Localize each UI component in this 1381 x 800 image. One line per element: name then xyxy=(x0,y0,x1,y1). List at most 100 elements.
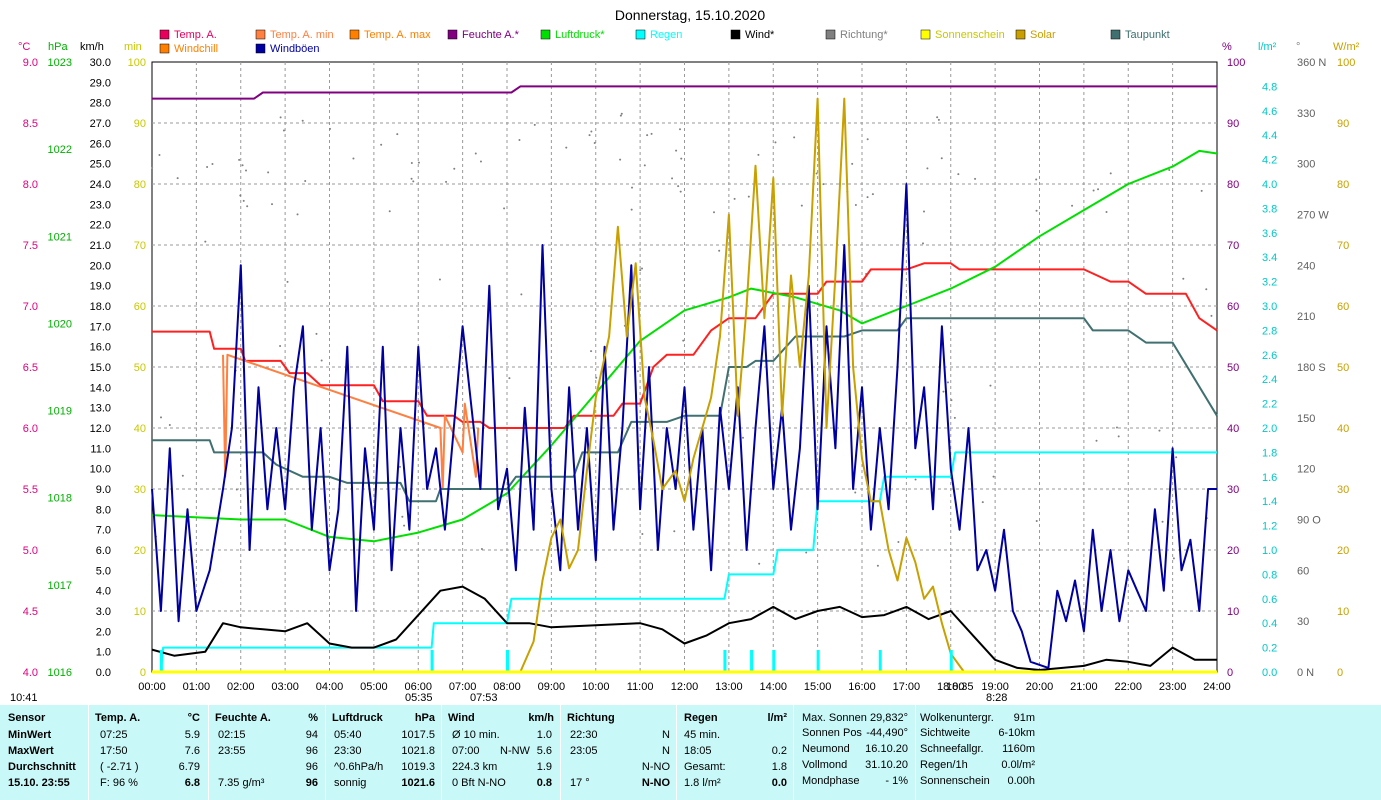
direction-point xyxy=(981,501,984,504)
direction-point xyxy=(774,141,777,144)
series-temp-a- xyxy=(152,262,1218,429)
direction-point xyxy=(151,166,154,169)
direction-point xyxy=(673,530,676,533)
tick-x: 24:00 xyxy=(1203,681,1231,693)
tick-x: 21:00 xyxy=(1070,681,1098,693)
rain-value: 1.8 xyxy=(771,761,787,773)
tick-x: 16:00 xyxy=(848,681,876,693)
series-taupunkt xyxy=(152,317,1218,503)
tick-x: 04:00 xyxy=(316,681,344,693)
direction-point xyxy=(158,153,161,156)
direction-point xyxy=(1168,168,1171,171)
tick-temp: 8.5 xyxy=(23,118,38,130)
tick-wind: 22.0 xyxy=(90,220,111,232)
sun-label: Mondphase xyxy=(802,775,860,787)
tick-solar: 20 xyxy=(1337,545,1349,557)
direction-value: N xyxy=(662,745,670,757)
column-separator xyxy=(208,705,209,800)
direction-point xyxy=(1182,277,1185,280)
tick-solar: 100 xyxy=(1337,57,1355,69)
sun-value: 31.10.20 xyxy=(865,759,908,771)
tick-direction: 60 xyxy=(1297,565,1309,577)
humidity-value: 94 xyxy=(305,729,318,741)
tick-direction: 270 W xyxy=(1297,210,1329,222)
tick-wind: 13.0 xyxy=(90,403,111,415)
tick-rain: 3.8 xyxy=(1262,203,1277,215)
tick-rain: 0.6 xyxy=(1262,594,1277,606)
wind-unit: km/h xyxy=(528,712,554,724)
wind-value: 1.0 xyxy=(536,729,552,741)
axis-ticks: 9.0 8.5 8.0 7.5 7.0 6.5 6.0 5.5 5.0 4.5 4.0 30.0 29.… xyxy=(23,57,1356,693)
direction-point xyxy=(992,475,995,478)
direction-point xyxy=(211,163,214,166)
direction-point xyxy=(396,133,399,136)
direction-point xyxy=(953,416,956,419)
wind-label: Ø 10 min. xyxy=(452,729,500,741)
direction-point xyxy=(271,203,274,206)
tick-pressure: 1016 xyxy=(48,667,72,679)
direction-point xyxy=(320,359,323,362)
direction-point xyxy=(286,280,289,283)
tick-direction: 180 S xyxy=(1297,362,1326,374)
tick-temp: 6.5 xyxy=(23,362,38,374)
legend-swatch xyxy=(255,43,266,54)
direction-point xyxy=(296,213,299,216)
statistics-panel: Sensor MinWert MaxWert Durchschnitt 15.10. 2… xyxy=(0,705,1381,800)
humidity-unit: % xyxy=(308,712,318,724)
rain-event-bar xyxy=(750,650,754,672)
extra-time-label: 10:41 xyxy=(10,692,38,704)
sensor-header: Sensor xyxy=(8,712,46,724)
sunset-label: 18:35 xyxy=(946,681,974,693)
wind-label: 224.3 km xyxy=(452,761,498,773)
chart-title: Donnerstag, 15.10.2020 xyxy=(615,7,765,23)
tick-minutes: 0 xyxy=(140,667,146,679)
tick-humidity: 30 xyxy=(1227,484,1239,496)
tick-wind: 14.0 xyxy=(90,382,111,394)
direction-value: N-NO xyxy=(641,761,670,773)
direction-point xyxy=(267,171,270,174)
tick-wind: 10.0 xyxy=(90,464,111,476)
sensor-row: 15.10. 23:55 xyxy=(8,777,70,789)
direction-point xyxy=(168,424,171,427)
direction-point xyxy=(876,564,879,567)
legend-label: Sonnenschein xyxy=(935,29,1005,41)
temp-header: Temp. A. xyxy=(95,712,141,724)
direction-point xyxy=(176,177,179,180)
sun-value: 16.10.20 xyxy=(865,743,908,755)
cloud-value: 6-10km xyxy=(998,727,1035,739)
column-separator xyxy=(88,705,89,800)
cloud-label: Sonnenschein xyxy=(920,775,990,787)
direction-point xyxy=(403,524,406,527)
direction-point xyxy=(747,195,750,198)
legend-label: Temp. A. min xyxy=(270,29,334,41)
legend-swatch xyxy=(1110,29,1121,40)
wind-value: 5.6 xyxy=(536,745,552,757)
direction-point xyxy=(851,162,854,165)
tick-temp: 4.0 xyxy=(23,667,38,679)
rain-event-bar xyxy=(723,650,727,672)
direction-point xyxy=(1095,439,1098,442)
direction-point xyxy=(871,193,874,196)
direction-point xyxy=(206,166,209,169)
direction-value: N xyxy=(662,729,670,741)
pressure-value: 1017.5 xyxy=(401,729,435,741)
tick-direction: 120 xyxy=(1297,464,1315,476)
direction-point xyxy=(1161,520,1164,523)
tick-rain: 4.6 xyxy=(1262,106,1277,118)
direction-point xyxy=(815,172,818,175)
direction-point xyxy=(245,169,248,172)
temp-value: 5.9 xyxy=(184,729,200,741)
tick-x: 14:00 xyxy=(759,681,787,693)
tick-x: 02:00 xyxy=(227,681,255,693)
rain-label: Gesamt: xyxy=(684,761,726,773)
rain-value: 0.0 xyxy=(771,777,787,789)
direction-point xyxy=(641,533,644,536)
direction-point xyxy=(533,123,536,126)
rain-event-bar xyxy=(772,650,776,672)
direction-point xyxy=(757,153,760,156)
tick-temp: 6.0 xyxy=(23,423,38,435)
direction-point xyxy=(518,139,521,142)
pressure-value: 1019.3 xyxy=(401,761,435,773)
axis-header-solar: W/m² xyxy=(1333,41,1360,53)
column-separator xyxy=(560,705,561,800)
